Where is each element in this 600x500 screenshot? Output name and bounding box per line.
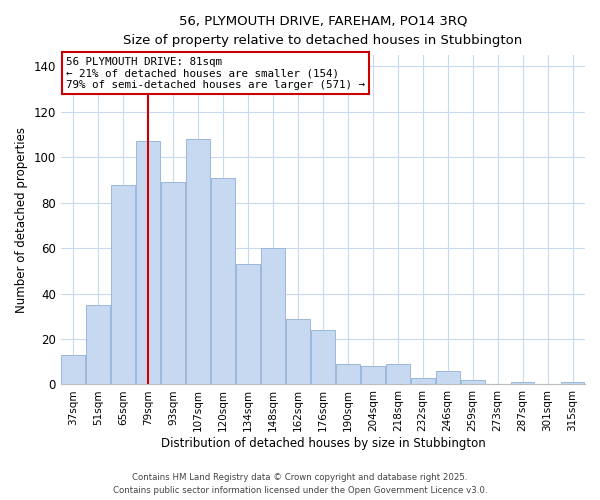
Bar xyxy=(311,330,335,384)
Text: 56 PLYMOUTH DRIVE: 81sqm
← 21% of detached houses are smaller (154)
79% of semi-: 56 PLYMOUTH DRIVE: 81sqm ← 21% of detach… xyxy=(66,57,365,90)
Bar xyxy=(511,382,535,384)
Bar xyxy=(386,364,410,384)
Text: Contains HM Land Registry data © Crown copyright and database right 2025.
Contai: Contains HM Land Registry data © Crown c… xyxy=(113,474,487,495)
Bar xyxy=(161,182,185,384)
Bar xyxy=(336,364,360,384)
Y-axis label: Number of detached properties: Number of detached properties xyxy=(15,127,28,313)
X-axis label: Distribution of detached houses by size in Stubbington: Distribution of detached houses by size … xyxy=(161,437,485,450)
Bar xyxy=(411,378,434,384)
Bar xyxy=(136,142,160,384)
Title: 56, PLYMOUTH DRIVE, FAREHAM, PO14 3RQ
Size of property relative to detached hous: 56, PLYMOUTH DRIVE, FAREHAM, PO14 3RQ Si… xyxy=(123,15,523,47)
Bar xyxy=(186,139,210,384)
Bar xyxy=(286,318,310,384)
Bar xyxy=(211,178,235,384)
Bar xyxy=(261,248,285,384)
Bar xyxy=(112,184,135,384)
Bar xyxy=(236,264,260,384)
Bar xyxy=(61,355,85,384)
Bar xyxy=(361,366,385,384)
Bar xyxy=(461,380,485,384)
Bar xyxy=(86,305,110,384)
Bar xyxy=(436,371,460,384)
Bar xyxy=(560,382,584,384)
